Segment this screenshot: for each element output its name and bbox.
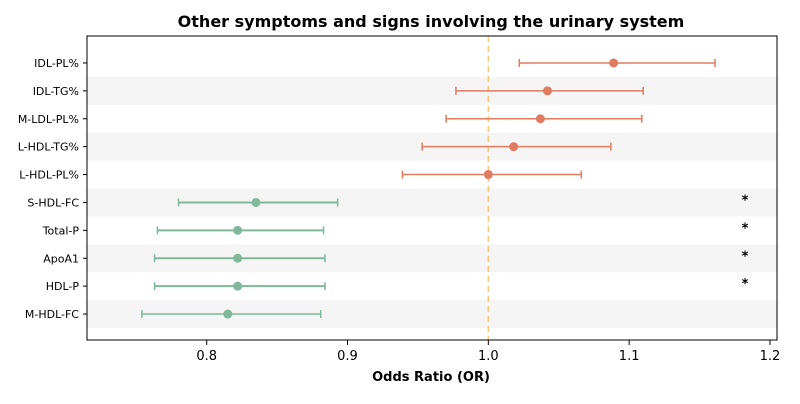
or-point — [509, 142, 519, 152]
x-axis-ticks: 0.8 0.9 1.0 1.1 1.2 — [196, 340, 780, 364]
y-tick-label: IDL-PL% — [34, 57, 79, 70]
or-point — [251, 197, 261, 207]
significance-star: * — [742, 193, 749, 208]
plot-frame — [86, 35, 778, 341]
x-tick-label: 1.0 — [478, 349, 499, 364]
row-band — [87, 76, 777, 105]
significance-markers: * * * * — [742, 193, 749, 292]
or-point — [542, 86, 552, 96]
x-tick-label: 1.1 — [619, 349, 640, 364]
significance-star: * — [742, 221, 749, 236]
or-point — [233, 253, 243, 263]
chart-title: Other symptoms and signs involving the u… — [178, 12, 685, 31]
y-tick-label: IDL-TG% — [33, 85, 79, 98]
or-point — [233, 281, 243, 291]
y-tick-label: S-HDL-FC — [27, 196, 79, 209]
y-tick-label: Total-P — [42, 224, 80, 237]
or-point — [223, 309, 233, 319]
y-tick-label: L-HDL-PL% — [19, 169, 79, 182]
significance-star: * — [742, 249, 749, 264]
x-tick-label: 1.2 — [760, 349, 781, 364]
y-tick-labels: IDL-PL% IDL-TG% M-LDL-PL% L-HDL-TG% L-HDL-PL… — [18, 57, 87, 321]
error-bars-layer — [141, 58, 716, 319]
y-tick-label: M-LDL-PL% — [18, 113, 79, 126]
y-tick-label: ApoA1 — [43, 252, 79, 265]
or-point — [609, 58, 619, 68]
x-tick-label: 0.8 — [196, 349, 217, 364]
x-tick-label: 0.9 — [337, 349, 358, 364]
or-point — [233, 225, 243, 235]
significance-star: * — [742, 277, 749, 292]
x-axis-label: Odds Ratio (OR) — [372, 370, 490, 385]
or-point — [483, 170, 493, 180]
y-tick-label: M-HDL-FC — [25, 308, 79, 321]
or-point — [535, 114, 545, 124]
y-tick-label: L-HDL-TG% — [18, 141, 79, 154]
y-tick-label: HDL-P — [46, 280, 80, 293]
